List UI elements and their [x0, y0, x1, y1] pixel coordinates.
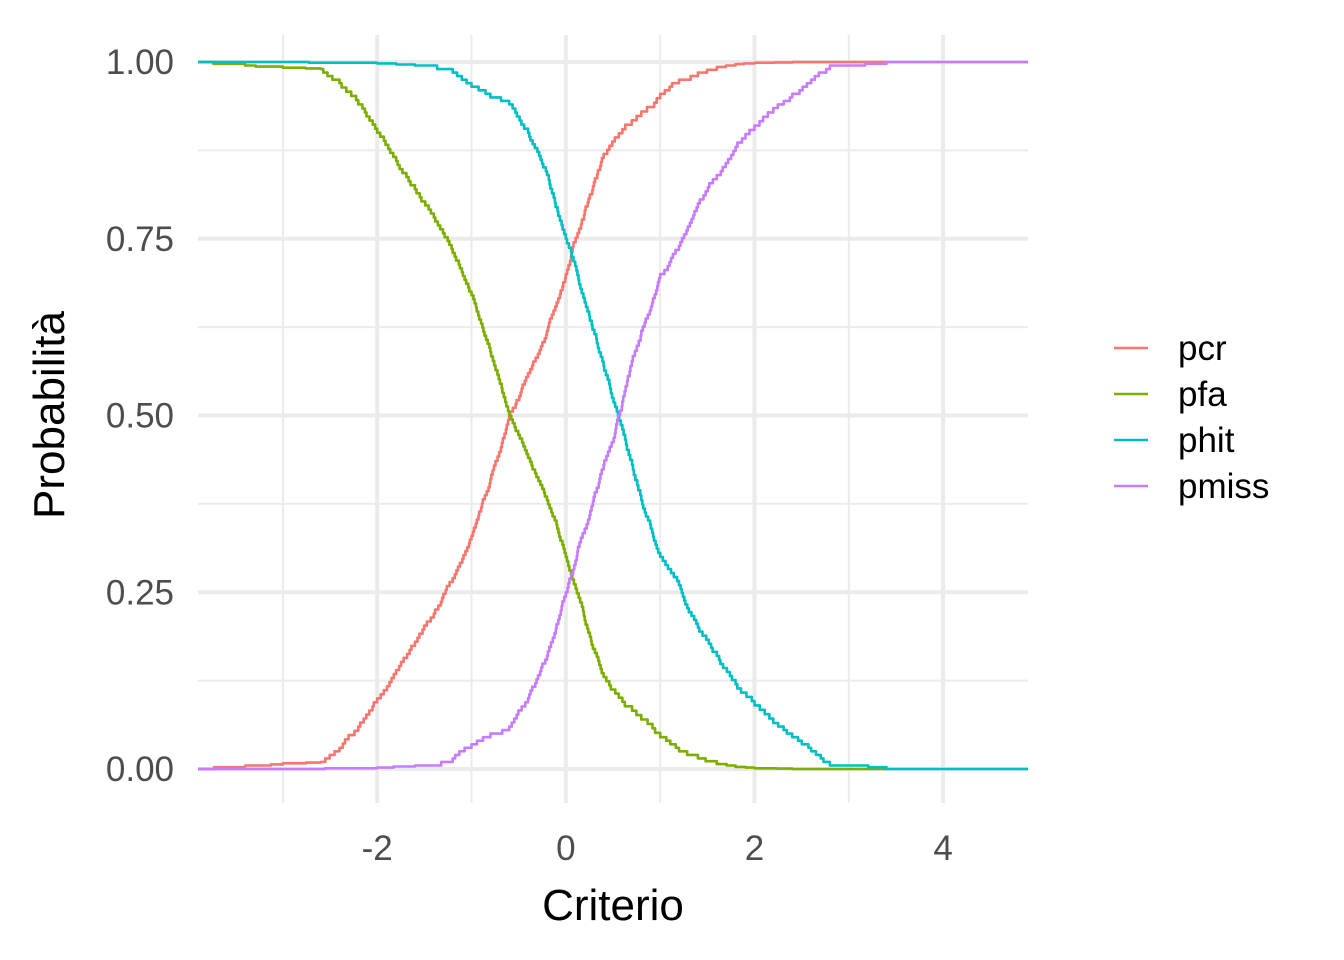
legend-label-pfa: pfa [1178, 375, 1227, 414]
series-layer [198, 60, 1028, 771]
legend: pcr pfa phit pmiss [1114, 329, 1269, 506]
legend-label-phit: phit [1178, 421, 1235, 460]
y-axis-title: Probabilità [25, 311, 74, 519]
legend-label-pmiss: pmiss [1178, 467, 1269, 506]
x-tick-label: 4 [933, 829, 952, 868]
legend-label-pcr: pcr [1178, 329, 1227, 368]
series-line-pfa [198, 60, 887, 771]
y-tick-label: 0.50 [106, 397, 174, 436]
y-axis-ticks: 0.00 0.25 0.50 0.75 1.00 [106, 43, 174, 789]
y-tick-label: 0.25 [106, 573, 174, 612]
series-line-pmiss [198, 60, 1028, 771]
x-tick-label: 0 [556, 829, 575, 868]
x-axis-ticks: -2 0 2 4 [362, 829, 953, 868]
x-axis-title: Criterio [542, 881, 684, 930]
y-tick-label: 1.00 [106, 43, 174, 82]
x-tick-label: 2 [745, 829, 764, 868]
y-tick-label: 0.00 [106, 750, 174, 789]
y-tick-label: 0.75 [106, 220, 174, 259]
x-tick-label: -2 [362, 829, 393, 868]
